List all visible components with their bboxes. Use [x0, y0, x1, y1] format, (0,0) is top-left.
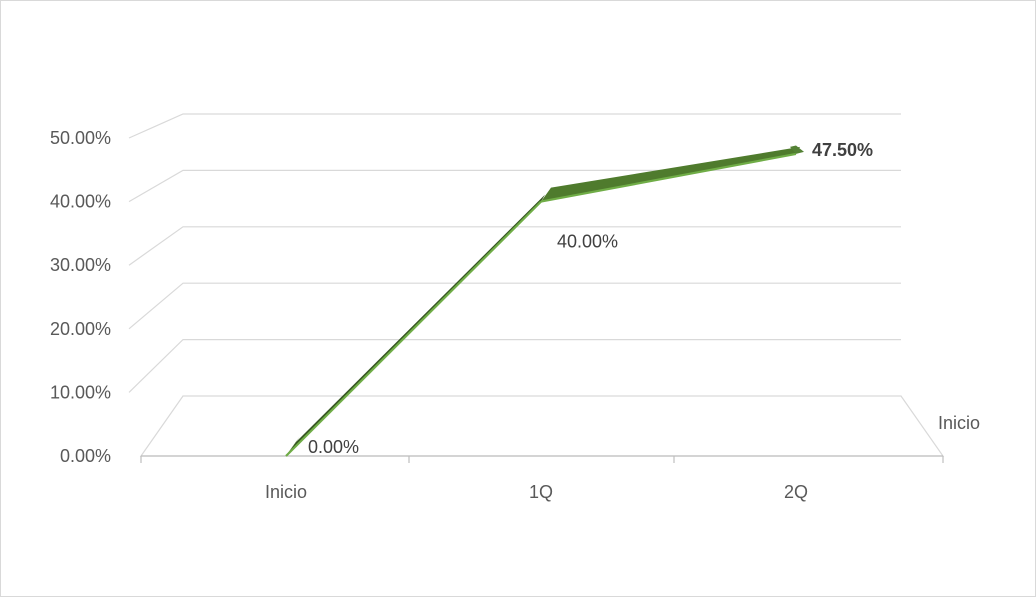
y-tick-label: 50.00% [50, 128, 111, 148]
x-tick-label: 2Q [784, 482, 808, 502]
data-label-0: 0.00% [308, 437, 359, 457]
floor-plane [139, 395, 945, 457]
series-segment-edge-0 [285, 200, 542, 457]
x-tick-label: 1Q [529, 482, 553, 502]
data-label-2: 47.50% [812, 140, 873, 160]
series-name-labels: Inicio [938, 413, 980, 433]
y-tick-label: 10.00% [50, 382, 111, 402]
data-labels: 0.00% 40.00% 47.50% [308, 140, 873, 457]
gridline-2 [128, 282, 901, 330]
series-start-cap [286, 436, 300, 456]
series-name-label: Inicio [938, 413, 980, 433]
gridline-1 [128, 339, 901, 393]
y-tick-label: 0.00% [60, 446, 111, 466]
gridline-3 [128, 226, 901, 266]
y-tick-labels: 0.00% 10.00% 20.00% 30.00% 40.00% 50.00% [50, 128, 111, 466]
y-tick-label: 40.00% [50, 192, 111, 212]
y-tick-label: 30.00% [50, 255, 111, 275]
series-end-cap [790, 145, 804, 154]
series-segment-edge-1 [540, 152, 797, 203]
series-ribbon [285, 145, 804, 457]
gridline-4 [128, 169, 901, 203]
data-label-1: 40.00% [557, 232, 618, 252]
series-segment-1 [541, 146, 800, 202]
x-tick-label: Inicio [265, 482, 307, 502]
axes [139, 395, 945, 463]
gridline-5 [128, 113, 901, 139]
y-tick-label: 20.00% [50, 319, 111, 339]
x-tick-labels: Inicio 1Q 2Q [265, 482, 808, 502]
